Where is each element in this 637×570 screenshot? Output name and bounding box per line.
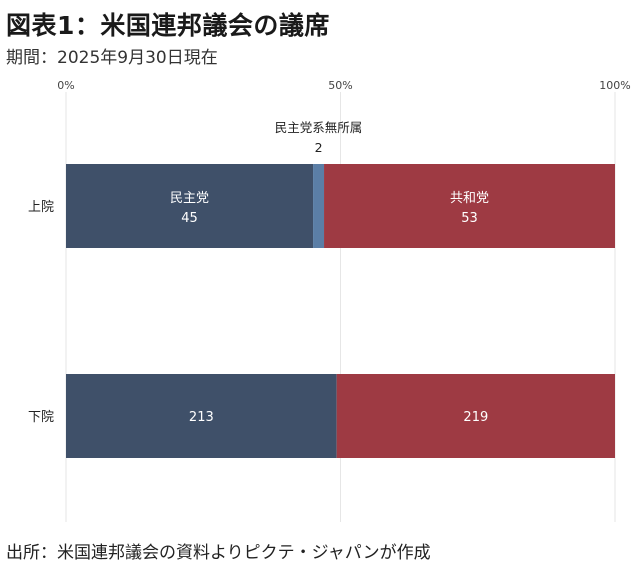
chart-title: 図表1：米国連邦議会の議席 bbox=[6, 11, 330, 40]
data-label: 2 bbox=[315, 140, 323, 155]
x-tick-label: 100% bbox=[599, 79, 630, 92]
data-label: 45 bbox=[181, 211, 198, 226]
bar-segment bbox=[66, 164, 314, 248]
series-label: 民主党 bbox=[170, 191, 209, 206]
data-label: 213 bbox=[189, 410, 214, 425]
series-label: 共和党 bbox=[450, 191, 489, 206]
source-note: 出所：米国連邦議会の資料よりピクテ・ジャパンが作成 bbox=[6, 543, 431, 563]
data-label: 53 bbox=[461, 211, 478, 226]
chart-subtitle: 期間：2025年9月30日現在 bbox=[6, 48, 218, 68]
category-label: 下院 bbox=[28, 410, 54, 425]
bar-segment bbox=[66, 374, 337, 458]
bar-segment bbox=[324, 164, 615, 248]
data-label: 219 bbox=[463, 410, 488, 425]
bar-segment bbox=[313, 164, 325, 248]
category-label: 上院 bbox=[28, 200, 54, 215]
bar-segment bbox=[336, 374, 615, 458]
series-annotation-label: 民主党系無所属 bbox=[275, 120, 363, 135]
x-tick-label: 0% bbox=[57, 79, 74, 92]
x-tick-label: 50% bbox=[328, 79, 352, 92]
